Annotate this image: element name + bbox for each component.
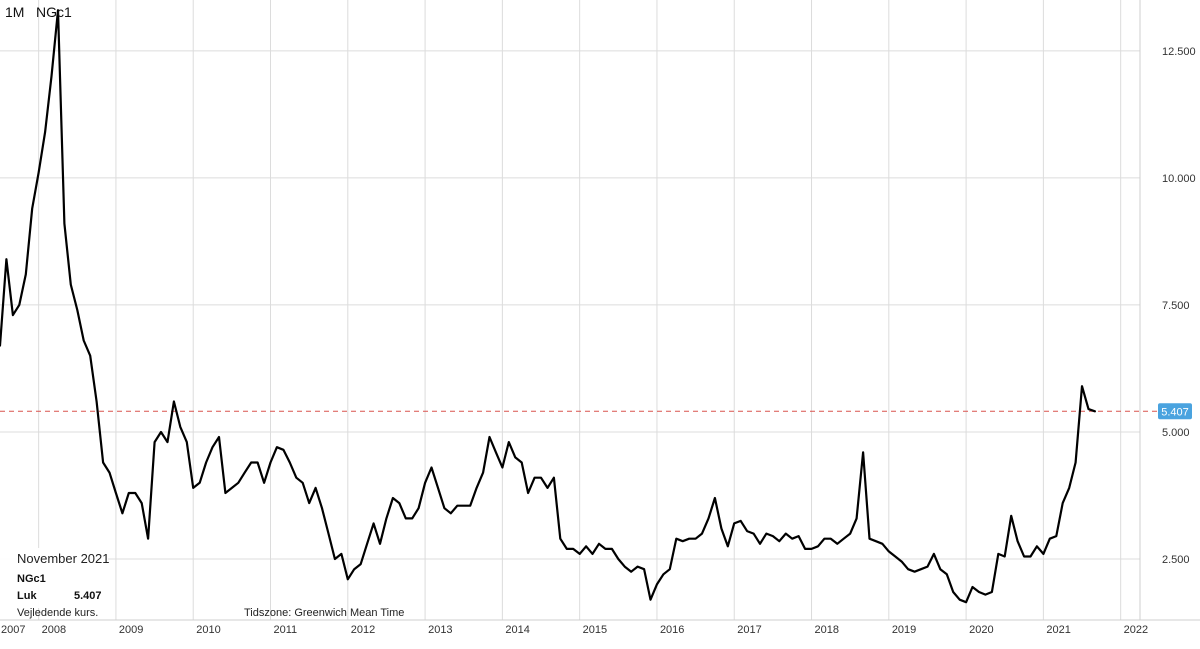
x-tick-label: 2021 [1046, 624, 1070, 636]
x-tick-label: 2013 [428, 624, 452, 636]
x-tick-label: 2016 [660, 624, 684, 636]
footnote: Vejledende kurs. [17, 607, 99, 619]
y-tick-label: 12.500 [1162, 46, 1196, 58]
info-box [0, 548, 108, 608]
y-tick-label: 7.500 [1162, 300, 1190, 312]
x-tick-label: 2014 [505, 624, 529, 636]
info-close-value: 5.407 [74, 590, 102, 602]
timezone-label: Tidszone: Greenwich Mean Time [244, 607, 405, 619]
x-tick-label: 2022 [1124, 624, 1148, 636]
price-series-line [0, 9, 1097, 604]
x-tick-label: 2020 [969, 624, 993, 636]
x-tick-label: 2018 [815, 624, 839, 636]
series-group [0, 9, 1097, 604]
x-tick-label: 2017 [737, 624, 761, 636]
last-price-badge [1158, 403, 1192, 420]
x-tick-label: 2015 [583, 624, 607, 636]
x-tick-label: 2010 [196, 624, 220, 636]
x-tick-label: 2019 [892, 624, 916, 636]
y-tick-label: 10.000 [1162, 173, 1196, 185]
info-close-label: Luk [17, 590, 37, 602]
x-tick-label: 2008 [42, 624, 66, 636]
symbol-label[interactable]: NGc1 [36, 4, 72, 20]
y-tick-label: 2.500 [1162, 554, 1190, 566]
x-tick-label: 2009 [119, 624, 143, 636]
x-tick-label: 2011 [274, 624, 298, 636]
axes: 2007 2008 2009 2010 2011 2012 2013 2014 2015 2016… [0, 0, 1200, 636]
interval-label[interactable]: 1M [5, 4, 25, 20]
gridlines [0, 0, 1140, 620]
y-tick-label: 5.000 [1162, 427, 1190, 439]
reference-line-group: 5.407 [0, 403, 1192, 420]
info-date: November 2021 [17, 551, 110, 566]
x-tick-label: 2007 [1, 624, 25, 636]
info-symbol: NGc1 [17, 573, 46, 585]
last-price-badge-label: 5.407 [1161, 406, 1189, 418]
x-tick-label: 2012 [351, 624, 375, 636]
